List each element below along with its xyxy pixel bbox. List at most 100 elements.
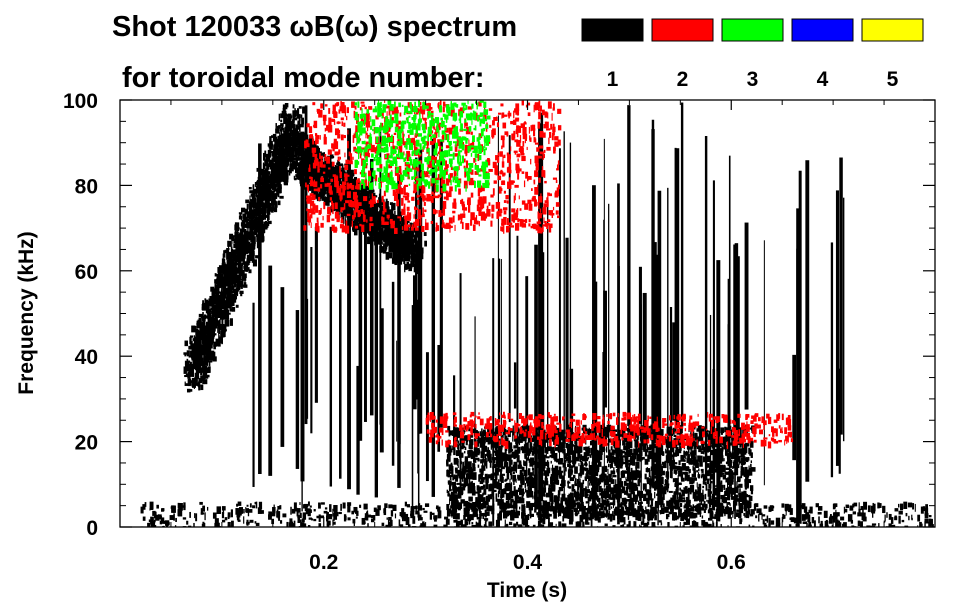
speckle: [564, 523, 567, 527]
speckle: [512, 453, 515, 456]
speckle: [725, 450, 728, 454]
speckle: [478, 505, 481, 513]
speckle: [715, 521, 718, 527]
streak: [704, 136, 708, 481]
speckle: [492, 458, 496, 464]
speckle: [334, 511, 339, 517]
speckle: [248, 509, 253, 513]
speckle: [508, 468, 512, 472]
speckle: [726, 502, 728, 510]
speckle: [258, 501, 263, 510]
speckle: [642, 505, 644, 512]
speckle: [212, 512, 217, 519]
speckle: [615, 510, 618, 514]
streak: [492, 258, 495, 526]
speckle: [595, 484, 599, 493]
speckle: [770, 520, 775, 525]
speckle: [566, 456, 570, 461]
speckle: [382, 207, 384, 212]
speckle: [325, 163, 330, 167]
speckle: [727, 478, 730, 486]
speckle: [668, 429, 674, 437]
speckle: [586, 507, 591, 514]
speckle: [589, 468, 594, 476]
speckle: [730, 472, 734, 479]
speckle: [751, 467, 756, 472]
speckle: [749, 485, 754, 491]
speckle: [563, 439, 566, 443]
speckle: [735, 470, 739, 474]
speckle: [593, 471, 599, 477]
speckle: [692, 456, 696, 465]
speckle: [630, 473, 633, 476]
speckle: [389, 244, 391, 251]
speckle: [694, 459, 699, 465]
speckle: [585, 501, 590, 504]
speckle: [605, 446, 608, 453]
speckle: [492, 464, 494, 469]
speckle: [713, 446, 715, 451]
speckle: [468, 434, 474, 438]
speckle: [447, 507, 449, 515]
speckle: [496, 467, 500, 473]
speckle: [607, 455, 611, 462]
speckle: [469, 442, 473, 450]
speckle: [631, 498, 634, 506]
speckle: [919, 521, 922, 527]
speckle: [553, 480, 557, 485]
speckle: [391, 238, 397, 243]
speckle: [907, 502, 913, 508]
speckle: [700, 430, 703, 433]
speckle: [728, 425, 732, 430]
speckle: [300, 171, 305, 177]
speckle: [334, 195, 338, 203]
speckle: [674, 525, 679, 527]
speckle: [741, 497, 745, 505]
speckle: [347, 504, 351, 513]
speckle: [518, 498, 522, 503]
speckle: [702, 485, 705, 489]
speckle: [502, 512, 505, 515]
speckle: [482, 497, 486, 504]
speckle: [620, 508, 625, 516]
speckle: [734, 448, 739, 457]
speckle: [614, 462, 617, 466]
legend-swatch-3: [721, 18, 784, 42]
speckle: [623, 501, 627, 504]
speckle: [589, 440, 595, 446]
speckle: [620, 502, 624, 506]
speckle: [793, 517, 798, 524]
speckle: [648, 470, 651, 478]
speckle: [843, 506, 845, 514]
speckle: [574, 437, 578, 444]
speckle: [706, 499, 708, 502]
speckle: [245, 526, 250, 527]
speckle: [514, 495, 519, 499]
speckle: [730, 480, 732, 487]
speckle: [679, 466, 683, 475]
speckle: [558, 466, 562, 471]
speckle: [662, 477, 664, 485]
speckle: [610, 497, 615, 500]
speckle: [537, 499, 542, 506]
speckle: [545, 448, 549, 452]
speckle: [718, 482, 722, 486]
speckle: [687, 499, 691, 504]
speckle: [524, 503, 526, 508]
speckle: [664, 506, 669, 510]
speckle: [750, 440, 754, 444]
speckle: [658, 491, 660, 499]
speckle: [533, 474, 538, 480]
speckle: [613, 443, 615, 447]
speckle: [337, 159, 340, 164]
speckle: [392, 250, 397, 259]
speckle: [666, 426, 671, 435]
speckle: [407, 254, 411, 262]
speckle: [609, 513, 614, 516]
speckle: [536, 451, 540, 454]
speckle: [496, 456, 501, 464]
speckle: [534, 441, 539, 446]
speckle: [619, 458, 623, 467]
speckle: [516, 455, 520, 463]
speckle: [737, 455, 741, 462]
